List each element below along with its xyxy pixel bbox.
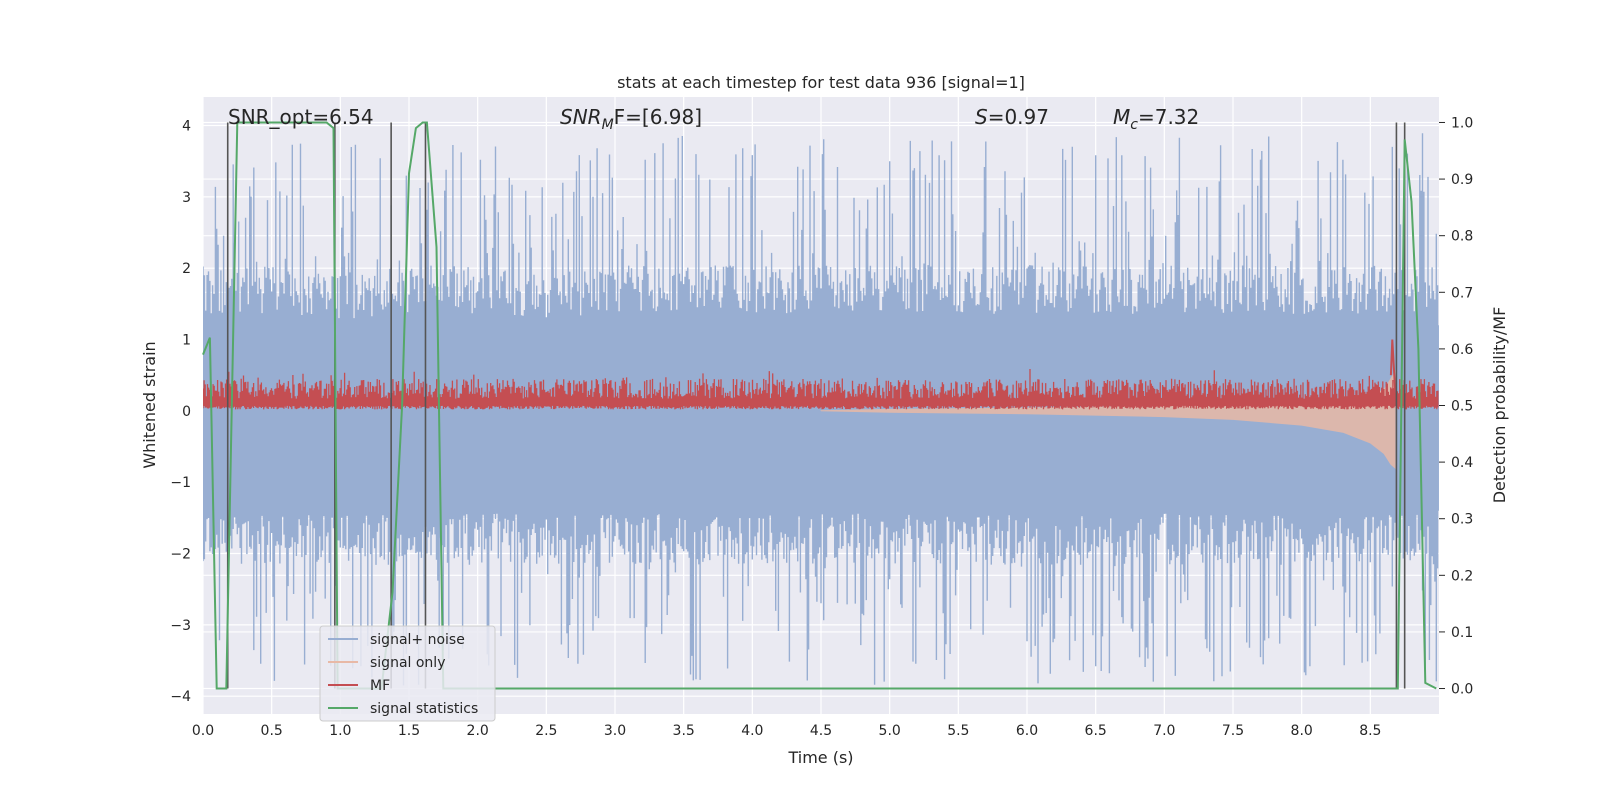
legend: signal+ noise signal only MF signal stat…	[319, 625, 496, 722]
annotation-s-var: S	[975, 105, 988, 129]
x-tick-label: 5.0	[879, 723, 901, 739]
x-tick-label: 7.5	[1222, 723, 1244, 739]
y-tick-label-right: 0.9	[1451, 172, 1473, 188]
y-tick-label-left: 3	[182, 190, 191, 206]
legend-label-mf: MF	[370, 678, 390, 694]
annotation-snr-mf-sub: M	[602, 117, 614, 133]
annotation-snr-opt: SNR_opt=6.54	[228, 105, 374, 129]
x-tick-label: 6.5	[1085, 723, 1107, 739]
y-tick-label-left: 1	[182, 333, 191, 349]
x-tick-label: 2.5	[535, 723, 557, 739]
annotation-s: S=0.97	[975, 105, 1049, 129]
y-tick-label-left: −2	[170, 547, 191, 563]
legend-label-signal-statistics: signal statistics	[370, 701, 478, 717]
mf-peak	[1389, 339, 1397, 390]
y-tick-label-right: 0.4	[1451, 455, 1473, 471]
x-axis-label: Time (s)	[787, 748, 853, 767]
y-tick-label-right: 0.5	[1451, 399, 1473, 415]
x-tick-label: 8.5	[1359, 723, 1381, 739]
annotation-s-rest: =0.97	[988, 105, 1049, 129]
x-tick-label: 7.0	[1153, 723, 1175, 739]
x-tick-label: 2.0	[467, 723, 489, 739]
y-tick-label-left: −3	[170, 618, 191, 634]
y-tick-label-left: 4	[182, 119, 191, 135]
y-tick-label-right: 0.6	[1451, 342, 1473, 358]
x-tick-label: 6.0	[1016, 723, 1038, 739]
annotation-mc: Mc=7.32	[1113, 105, 1199, 133]
x-tick-label: 5.5	[947, 723, 969, 739]
x-tick-label: 1.5	[398, 723, 420, 739]
y-tick-label-right: 0.7	[1451, 285, 1473, 301]
x-tick-label: 0.5	[261, 723, 283, 739]
mf-series	[203, 369, 1439, 410]
y-tick-label-left: 2	[182, 261, 191, 277]
legend-label-signal-noise: signal+ noise	[370, 632, 465, 648]
x-tick-label: 3.0	[604, 723, 626, 739]
annotation-snr-mf: SNRMF=[6.98]	[560, 105, 702, 133]
y-tick-label-left: −4	[170, 689, 191, 705]
annotation-mc-sub: c	[1130, 117, 1138, 133]
annotation-mc-var: M	[1113, 105, 1130, 129]
y-tick-label-right: 1.0	[1451, 115, 1473, 131]
y-tick-label-right: 0.8	[1451, 229, 1473, 245]
annotation-snr-mf-base: SNR	[560, 105, 602, 129]
legend-box	[319, 625, 496, 722]
vertical-markers	[202, 121, 1437, 690]
y-tick-label-right: 0.0	[1451, 682, 1473, 698]
chart-title: stats at each timestep for test data 936…	[617, 73, 1025, 92]
axes: 0.0 0.5 1.0 1.5 2.0 2.5 3.0 3.5 4.0 4.5 5.0 5.5 6.0 6…	[170, 115, 1473, 739]
x-tick-label: 8.0	[1291, 723, 1313, 739]
x-tick-label: 1.0	[329, 723, 351, 739]
series-layer	[203, 133, 1439, 686]
y-tick-label-left: 0	[182, 404, 191, 420]
x-tick-label: 4.0	[741, 723, 763, 739]
x-tick-label: 4.5	[810, 723, 832, 739]
y-axis-label-left: Whitened strain	[140, 341, 159, 468]
y-axis-label-right: Detection probability/MF	[1490, 307, 1509, 504]
legend-label-signal-only: signal only	[370, 655, 445, 671]
annotation-snr-mf-rest: F=[6.98]	[614, 105, 702, 129]
signal-statistics-series	[202, 121, 1437, 690]
y-tick-label-right: 0.1	[1451, 625, 1473, 641]
x-tick-label: 0.0	[192, 723, 214, 739]
y-tick-label-right: 0.3	[1451, 512, 1473, 528]
x-tick-label: 3.5	[673, 723, 695, 739]
y-tick-label-left: −1	[170, 475, 191, 491]
annotation-mc-rest: =7.32	[1138, 105, 1199, 129]
y-tick-label-right: 0.2	[1451, 568, 1473, 584]
